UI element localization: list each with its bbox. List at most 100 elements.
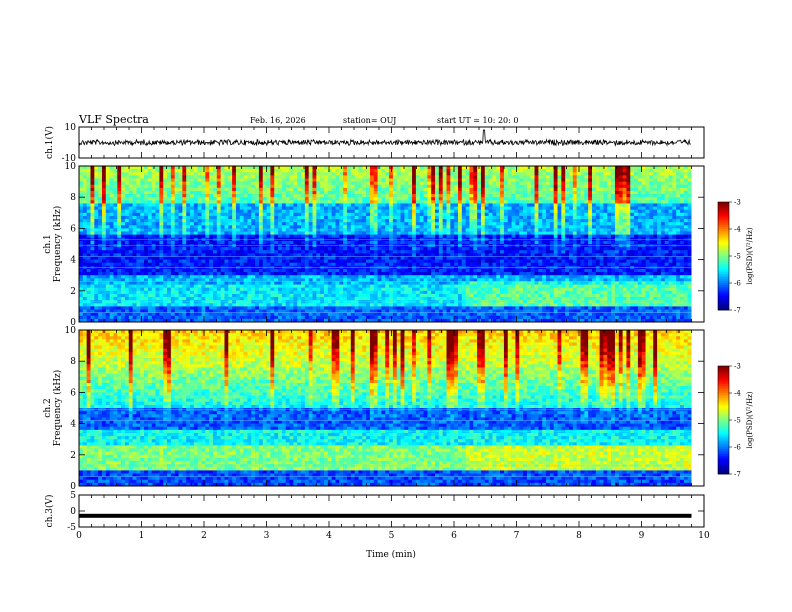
spectrogram-cell [503,222,509,226]
spectrogram-cell [427,206,432,210]
spectrogram-cell [228,209,233,214]
spectrogram-cell [197,209,202,214]
spectrogram-cell [312,247,317,251]
spectrogram-cell [427,209,432,214]
spectrogram-cell [385,231,390,235]
spectrogram-cell [618,212,623,217]
spectrogram-cell [293,222,298,226]
spectrogram-cell [331,234,336,239]
spectrogram-cell [664,240,669,245]
spectrogram-cell [243,175,248,179]
spectrogram-cell [209,178,214,182]
spectrogram-cell [105,212,110,217]
spectrogram-cell [572,206,577,210]
spectrogram-cell [576,178,581,182]
spectrogram-cell [289,247,294,251]
spectrogram-cell [496,206,501,210]
spectrogram-cell [147,222,153,226]
spectrogram-cell [358,225,363,229]
spectrogram-cell [427,172,432,176]
spectrogram-cell [576,253,581,257]
spectrogram-cell [228,219,233,223]
spectrogram-cell [320,240,325,245]
spectrogram-cell [611,256,616,260]
spectrogram-cell [121,240,126,245]
spectrogram-cell [262,181,267,186]
spectrogram-cell [507,234,512,239]
spectrogram-cell [316,203,321,207]
spectrogram-cell [385,190,390,195]
spectrogram-cell [366,184,371,189]
spectrogram-cell [415,172,421,176]
spectrogram-cell [174,222,179,226]
spectrogram-cell [101,250,107,254]
spectrogram-cell [576,197,581,201]
spectrogram-cell [147,200,153,204]
spectrogram-cell [431,187,436,192]
spectrogram-cell [94,190,99,195]
spectrogram-cell [121,194,126,198]
spectrogram-cell [477,215,482,220]
spectrogram-cell [312,256,317,260]
spectrogram-cell [664,256,669,260]
spectrogram-cell [224,181,229,186]
spectrogram-cell [492,187,497,192]
spectrogram-cell [140,190,145,195]
spectrogram-cell [308,247,313,251]
spectrogram-cell [668,247,673,251]
spectrogram-cell [232,206,237,210]
spectrogram-cell [488,219,493,223]
spectrogram-cell [297,166,302,170]
spectrogram-cell [343,225,348,229]
spectrogram-cell [235,212,241,217]
spectrogram-cell [438,240,443,245]
spectrogram-cell [415,194,421,198]
spectrogram-cell [132,166,137,170]
spectrogram-cell [649,187,654,192]
spectrogram-cell [603,194,608,198]
spectrogram-cell [358,253,363,257]
spectrogram-cell [327,250,332,254]
spectrogram-cell [511,253,516,257]
spectrogram-cell [239,181,244,186]
spectrogram-cell [316,200,321,204]
spectrogram-cell [132,203,137,207]
spectrogram-cell [159,190,164,195]
spectrogram-cell [105,259,110,264]
spectrogram-cell [557,190,562,195]
spectrogram-cell [404,250,409,254]
spectrogram-cell [611,175,616,179]
spectrogram-cell [389,250,394,254]
spectrogram-cell [507,203,512,207]
spectrogram-cell [320,200,325,204]
spectrogram-cell [465,215,470,220]
spectrogram-cell [515,169,520,173]
spectrogram-cell [572,178,577,182]
spectrogram-cell [155,209,160,214]
spectrogram-cell [117,209,122,214]
spectrogram-cell [400,209,405,214]
spectrogram-cell [622,197,627,201]
spectrogram-cell [113,247,118,251]
spectrogram-cell [454,240,459,245]
spectrogram-cell [98,231,103,235]
spectrogram-cell [561,166,566,170]
spectrogram-cell [144,222,149,226]
spectrogram-cell [488,172,493,176]
spectrogram-cell [262,172,267,176]
spectrogram-cell [101,194,107,198]
spectrogram-cell [316,256,321,260]
spectrogram-cell [676,197,681,201]
spectrogram-cell [664,212,669,217]
spectrogram-cell [381,197,386,201]
spectrogram-cell [113,166,118,170]
spectrogram-cell [649,209,654,214]
spectrogram-cell [155,200,160,204]
spectrogram-cell [132,184,137,189]
spectrogram-cell [79,253,84,257]
spectrogram-cell [569,219,574,223]
spectrogram-cell [400,184,405,189]
spectrogram-cell [435,197,440,201]
spectrogram-cell [98,253,103,257]
spectrogram-cell [98,212,103,217]
